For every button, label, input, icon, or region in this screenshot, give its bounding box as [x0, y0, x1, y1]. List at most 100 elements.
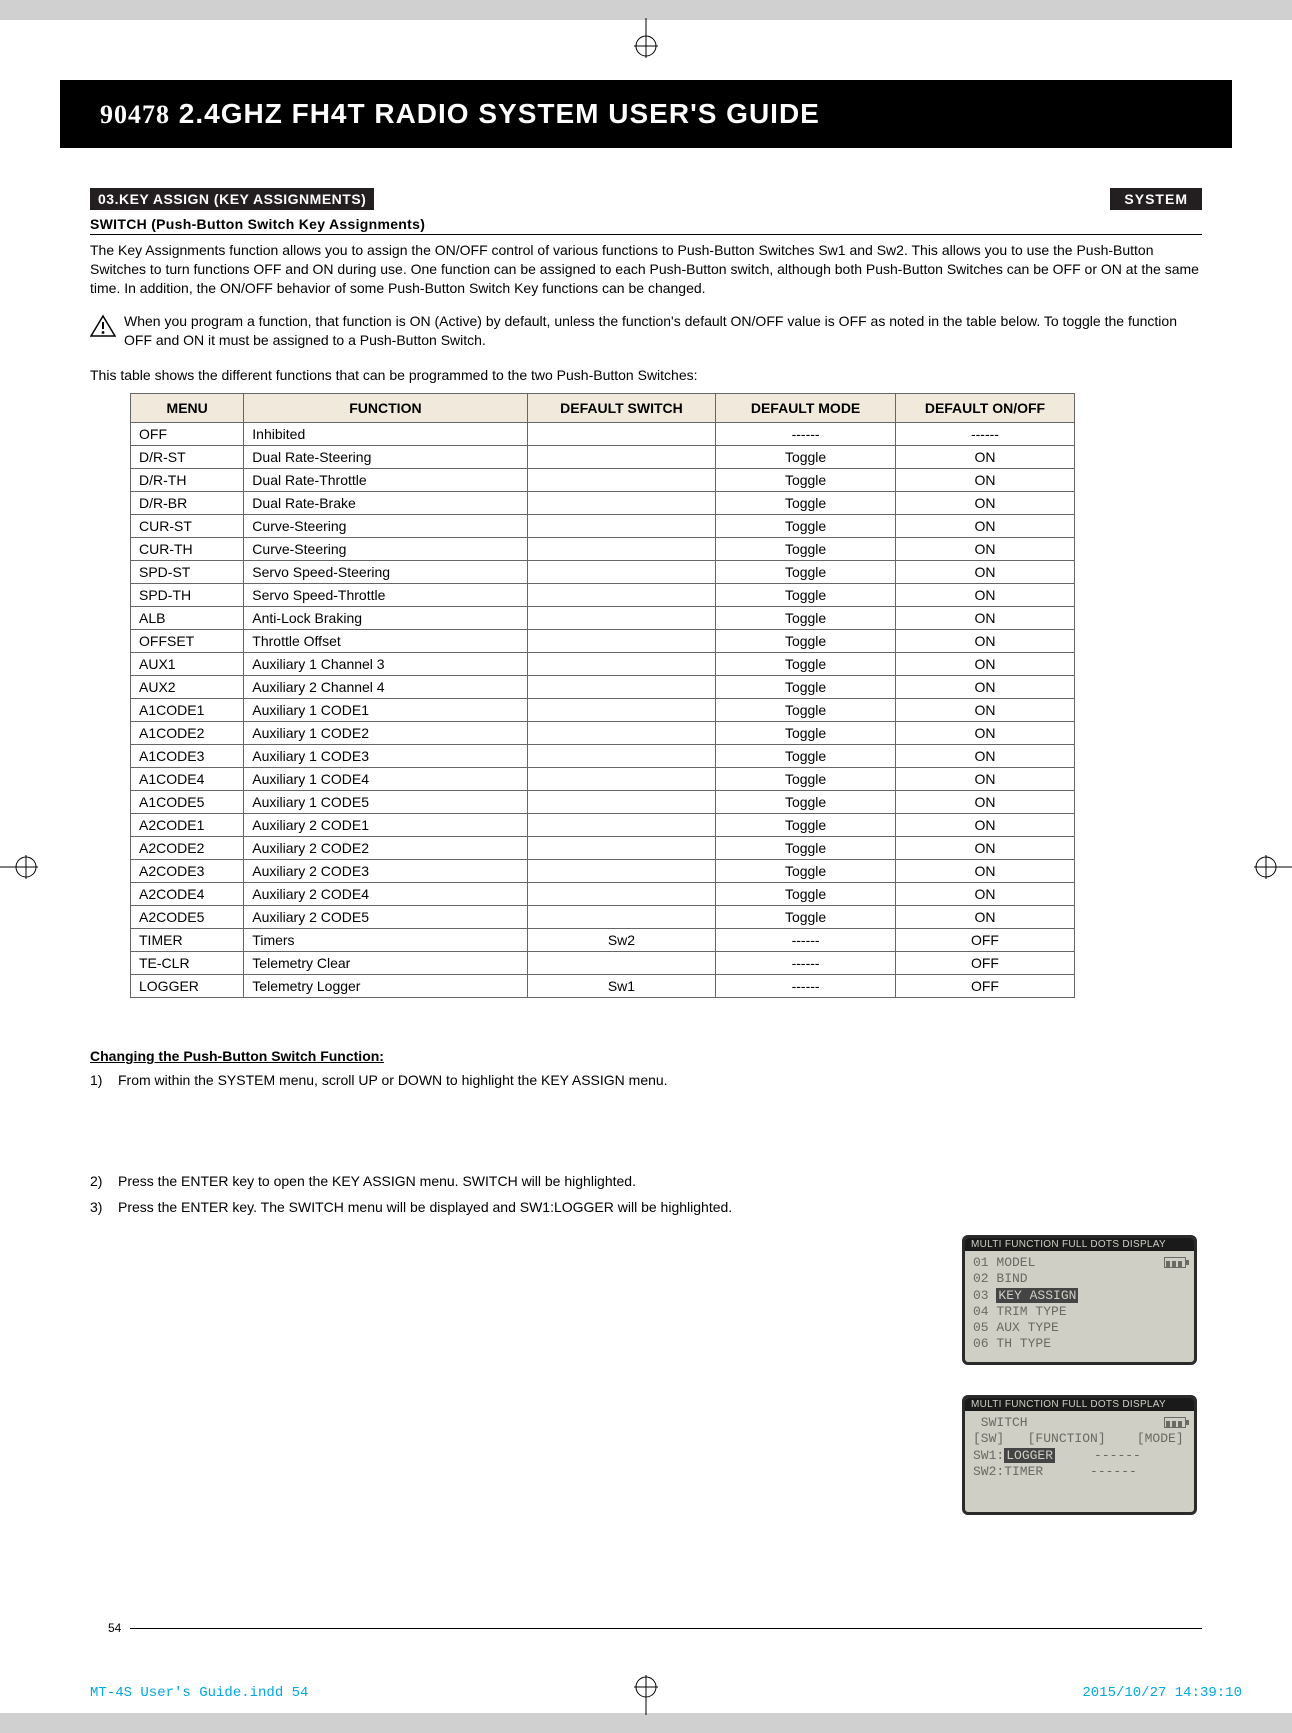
table-cell: Telemetry Clear: [244, 952, 527, 975]
table-cell: Toggle: [716, 446, 895, 469]
table-cell: LOGGER: [131, 975, 244, 998]
table-cell: ------: [716, 975, 895, 998]
title-band: 90478 2.4GHZ FH4T RADIO SYSTEM USER'S GU…: [60, 80, 1232, 148]
table-cell: Curve-Steering: [244, 538, 527, 561]
table-row: SPD-THServo Speed-ThrottleToggleON: [131, 584, 1075, 607]
th-default-mode: DEFAULT MODE: [716, 394, 895, 423]
table-cell: Auxiliary 1 CODE5: [244, 791, 527, 814]
table-cell: Toggle: [716, 607, 895, 630]
table-cell: [527, 883, 716, 906]
table-cell: ON: [895, 538, 1074, 561]
table-row: AUX2Auxiliary 2 Channel 4ToggleON: [131, 676, 1075, 699]
table-cell: Toggle: [716, 676, 895, 699]
table-cell: OFF: [131, 423, 244, 446]
table-row: A2CODE4Auxiliary 2 CODE4ToggleON: [131, 883, 1075, 906]
table-cell: Toggle: [716, 630, 895, 653]
table-cell: Auxiliary 2 CODE2: [244, 837, 527, 860]
step-2-text: Press the ENTER key to open the KEY ASSI…: [118, 1171, 636, 1191]
table-cell: SPD-TH: [131, 584, 244, 607]
table-row: SPD-STServo Speed-SteeringToggleON: [131, 561, 1075, 584]
lcd-line: SW1:LOGGER ------: [973, 1448, 1186, 1464]
step-3-text: Press the ENTER key. The SWITCH menu wil…: [118, 1197, 732, 1217]
table-cell: ON: [895, 837, 1074, 860]
table-cell: OFF: [895, 975, 1074, 998]
table-cell: Dual Rate-Throttle: [244, 469, 527, 492]
table-cell: ON: [895, 768, 1074, 791]
table-row: OFFSETThrottle OffsetToggleON: [131, 630, 1075, 653]
table-cell: [527, 607, 716, 630]
table-cell: Toggle: [716, 492, 895, 515]
step-3: 3) Press the ENTER key. The SWITCH menu …: [90, 1197, 779, 1217]
table-cell: OFF: [895, 952, 1074, 975]
table-cell: ------: [895, 423, 1074, 446]
lcd1-caption: MULTI FUNCTION FULL DOTS DISPLAY: [965, 1238, 1194, 1251]
table-cell: Auxiliary 1 Channel 3: [244, 653, 527, 676]
table-cell: [527, 538, 716, 561]
warning-text: When you program a function, that functi…: [124, 312, 1202, 350]
table-cell: A2CODE2: [131, 837, 244, 860]
table-row: CUR-STCurve-SteeringToggleON: [131, 515, 1075, 538]
lcd-line: 04 TRIM TYPE: [973, 1304, 1186, 1320]
table-cell: TE-CLR: [131, 952, 244, 975]
section-tag: 03.KEY ASSIGN (KEY ASSIGNMENTS): [90, 188, 374, 210]
table-cell: [527, 768, 716, 791]
table-cell: Dual Rate-Steering: [244, 446, 527, 469]
table-cell: Telemetry Logger: [244, 975, 527, 998]
table-cell: Toggle: [716, 653, 895, 676]
table-cell: [527, 469, 716, 492]
th-function: FUNCTION: [244, 394, 527, 423]
table-cell: ON: [895, 906, 1074, 929]
product-title: 2.4GHZ FH4T RADIO SYSTEM USER'S GUIDE: [179, 98, 820, 129]
table-cell: A1CODE2: [131, 722, 244, 745]
table-cell: Toggle: [716, 883, 895, 906]
table-cell: Toggle: [716, 768, 895, 791]
table-cell: [527, 492, 716, 515]
table-cell: ------: [716, 423, 895, 446]
table-cell: Dual Rate-Brake: [244, 492, 527, 515]
lcd-line: SW2:TIMER ------: [973, 1464, 1186, 1480]
table-cell: ON: [895, 883, 1074, 906]
table-row: TIMERTimersSw2------OFF: [131, 929, 1075, 952]
table-cell: [527, 676, 716, 699]
table-cell: D/R-ST: [131, 446, 244, 469]
table-cell: OFFSET: [131, 630, 244, 653]
imprint-footer: MT-4S User's Guide.indd 54 2015/10/27 14…: [90, 1685, 1242, 1701]
table-row: A2CODE3Auxiliary 2 CODE3ToggleON: [131, 860, 1075, 883]
th-menu: MENU: [131, 394, 244, 423]
table-cell: Auxiliary 2 CODE4: [244, 883, 527, 906]
crop-mark-left: [0, 847, 38, 887]
table-cell: CUR-TH: [131, 538, 244, 561]
table-cell: ON: [895, 561, 1074, 584]
table-cell: ON: [895, 515, 1074, 538]
table-cell: [527, 630, 716, 653]
lcd-screenshot-2: MULTI FUNCTION FULL DOTS DISPLAY SWITCH[…: [962, 1395, 1197, 1515]
table-cell: ON: [895, 699, 1074, 722]
table-cell: ON: [895, 607, 1074, 630]
table-intro: This table shows the different functions…: [90, 367, 1202, 383]
table-cell: CUR-ST: [131, 515, 244, 538]
table-row: D/R-THDual Rate-ThrottleToggleON: [131, 469, 1075, 492]
table-cell: [527, 745, 716, 768]
table-cell: TIMER: [131, 929, 244, 952]
table-row: OFFInhibited------------: [131, 423, 1075, 446]
table-cell: [527, 860, 716, 883]
table-header-row: MENU FUNCTION DEFAULT SWITCH DEFAULT MOD…: [131, 394, 1075, 423]
lcd-line: 03 KEY ASSIGN: [973, 1288, 1186, 1304]
footer-left: MT-4S User's Guide.indd 54: [90, 1685, 308, 1701]
system-tag: SYSTEM: [1110, 188, 1202, 210]
table-row: A2CODE1Auxiliary 2 CODE1ToggleON: [131, 814, 1075, 837]
table-cell: A1CODE4: [131, 768, 244, 791]
table-cell: Servo Speed-Throttle: [244, 584, 527, 607]
table-cell: Timers: [244, 929, 527, 952]
table-cell: ------: [716, 929, 895, 952]
table-cell: Auxiliary 2 CODE1: [244, 814, 527, 837]
th-default-onoff: DEFAULT ON/OFF: [895, 394, 1074, 423]
table-row: A1CODE3Auxiliary 1 CODE3ToggleON: [131, 745, 1075, 768]
lcd-line: 01 MODEL: [973, 1255, 1186, 1271]
table-cell: SPD-ST: [131, 561, 244, 584]
table-cell: A1CODE1: [131, 699, 244, 722]
table-cell: ON: [895, 745, 1074, 768]
table-cell: [527, 515, 716, 538]
table-cell: Toggle: [716, 538, 895, 561]
table-cell: Auxiliary 1 CODE4: [244, 768, 527, 791]
